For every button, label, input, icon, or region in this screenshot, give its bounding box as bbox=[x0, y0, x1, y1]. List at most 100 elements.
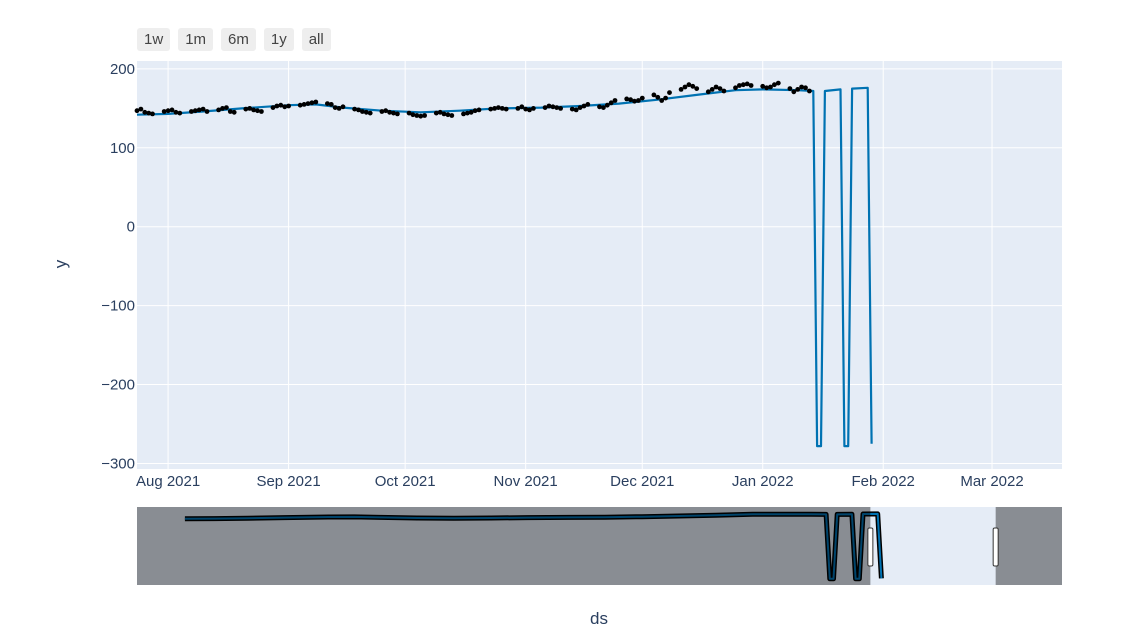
range-handle-right[interactable] bbox=[992, 527, 999, 567]
data-point bbox=[379, 109, 385, 114]
data-point bbox=[546, 103, 552, 109]
observations bbox=[134, 80, 812, 119]
data-point bbox=[531, 106, 536, 111]
data-point bbox=[612, 98, 618, 103]
data-point bbox=[803, 85, 808, 91]
range-button-1w[interactable]: 1w bbox=[137, 28, 171, 51]
data-point bbox=[251, 107, 256, 113]
range-slider-mask-left bbox=[137, 507, 871, 585]
data-point bbox=[768, 84, 773, 90]
y-tick-label: −100 bbox=[101, 298, 135, 315]
range-slider-mask-right bbox=[995, 507, 1062, 585]
data-point bbox=[733, 85, 738, 91]
data-point bbox=[255, 108, 260, 114]
range-button-all[interactable]: all bbox=[301, 28, 331, 51]
data-point bbox=[146, 110, 152, 116]
y-tick-label: 100 bbox=[110, 140, 135, 157]
data-point bbox=[224, 105, 229, 110]
y-tick-label: 200 bbox=[110, 61, 135, 78]
data-point bbox=[503, 106, 509, 112]
data-point bbox=[422, 113, 427, 118]
x-tick-label: Sep 2021 bbox=[256, 473, 320, 490]
data-point bbox=[737, 83, 742, 88]
data-point bbox=[165, 108, 171, 114]
data-point bbox=[161, 109, 167, 114]
x-axis: Aug 2021 Sep 2021 Oct 2021 Nov 2021 Dec 2021… bbox=[136, 473, 1024, 490]
data-point bbox=[492, 106, 497, 111]
y-tick-label: 0 bbox=[127, 219, 135, 236]
range-handle-left[interactable] bbox=[867, 527, 874, 567]
data-point bbox=[523, 106, 529, 112]
data-point bbox=[325, 101, 330, 106]
data-point bbox=[173, 109, 179, 115]
data-point bbox=[686, 82, 692, 88]
data-point bbox=[274, 103, 280, 109]
plot-area[interactable] bbox=[137, 61, 1062, 469]
data-point bbox=[363, 109, 369, 115]
data-point bbox=[744, 81, 750, 87]
x-tick-label: Oct 2021 bbox=[375, 473, 436, 490]
data-point bbox=[682, 84, 688, 90]
data-point bbox=[515, 106, 521, 111]
data-point bbox=[667, 90, 672, 95]
data-point bbox=[305, 101, 311, 106]
data-point bbox=[259, 109, 264, 114]
range-button-6m[interactable]: 6m bbox=[221, 28, 256, 51]
data-point bbox=[488, 106, 494, 112]
data-point bbox=[694, 86, 700, 91]
data-point bbox=[690, 83, 696, 89]
data-point bbox=[628, 97, 633, 103]
data-point bbox=[472, 108, 478, 114]
x-tick-label: Nov 2021 bbox=[494, 473, 558, 490]
range-slider[interactable] bbox=[137, 507, 1062, 585]
data-point bbox=[309, 100, 315, 106]
data-point bbox=[577, 105, 583, 110]
data-point bbox=[748, 83, 754, 88]
data-point bbox=[717, 86, 723, 91]
data-point bbox=[449, 113, 455, 118]
data-point bbox=[807, 88, 812, 94]
data-point bbox=[278, 102, 284, 108]
data-point bbox=[414, 113, 420, 118]
data-point bbox=[395, 111, 400, 117]
data-point bbox=[554, 105, 560, 110]
data-point bbox=[760, 83, 766, 89]
data-point bbox=[367, 110, 373, 116]
data-point bbox=[336, 106, 342, 111]
data-point bbox=[709, 87, 715, 92]
data-point bbox=[581, 103, 587, 109]
data-point bbox=[608, 100, 614, 106]
data-point bbox=[659, 98, 665, 103]
data-point bbox=[313, 99, 319, 105]
data-point bbox=[138, 106, 144, 112]
data-point bbox=[655, 94, 661, 100]
data-point bbox=[437, 109, 443, 115]
data-point bbox=[550, 104, 556, 110]
range-button-1m[interactable]: 1m bbox=[178, 28, 214, 51]
data-point bbox=[465, 110, 470, 116]
data-point bbox=[585, 102, 591, 107]
data-point bbox=[383, 108, 389, 114]
range-selector: 1w 1m 6m 1y all bbox=[137, 28, 331, 51]
data-point bbox=[282, 104, 288, 110]
data-point bbox=[227, 109, 233, 114]
data-point bbox=[795, 87, 801, 92]
data-point bbox=[787, 86, 793, 91]
data-point bbox=[134, 108, 140, 114]
x-tick-label: Jan 2022 bbox=[732, 473, 794, 490]
y-axis-label: y bbox=[51, 259, 70, 268]
data-point bbox=[604, 102, 610, 108]
data-point bbox=[243, 106, 249, 112]
x-tick-label: Dec 2021 bbox=[610, 473, 674, 490]
data-point bbox=[445, 112, 451, 118]
data-point bbox=[169, 107, 175, 113]
range-button-1y[interactable]: 1y bbox=[263, 28, 294, 51]
data-point bbox=[177, 110, 183, 116]
range-slider-line bbox=[184, 512, 883, 580]
data-point bbox=[441, 111, 447, 117]
x-axis-label: ds bbox=[590, 609, 608, 628]
data-point bbox=[569, 106, 575, 112]
data-point bbox=[468, 109, 474, 115]
data-point bbox=[764, 85, 769, 91]
